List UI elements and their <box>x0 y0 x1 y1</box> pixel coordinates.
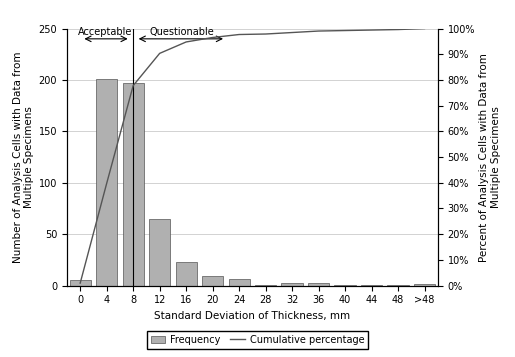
Bar <box>282 282 303 286</box>
Bar <box>414 283 435 286</box>
Bar <box>70 281 91 286</box>
Bar <box>308 282 329 286</box>
Bar <box>202 276 223 286</box>
Bar <box>149 219 170 286</box>
Bar <box>361 285 382 286</box>
Bar <box>96 79 117 286</box>
Y-axis label: Percent of Analysis Cells with Data from
Multiple Specimens: Percent of Analysis Cells with Data from… <box>479 52 501 262</box>
Y-axis label: Number of Analysis Cells with Data from
Multiple Specimens: Number of Analysis Cells with Data from … <box>13 51 35 263</box>
Bar <box>123 83 144 286</box>
X-axis label: Standard Deviation of Thickness, mm: Standard Deviation of Thickness, mm <box>154 311 350 321</box>
Bar <box>387 285 408 286</box>
Legend: Frequency, Cumulative percentage: Frequency, Cumulative percentage <box>147 331 368 348</box>
Text: Acceptable: Acceptable <box>78 27 132 37</box>
Bar <box>176 262 197 286</box>
Bar <box>229 280 250 286</box>
Bar <box>255 285 276 286</box>
Text: Questionable: Questionable <box>150 27 215 37</box>
Bar <box>334 285 356 286</box>
